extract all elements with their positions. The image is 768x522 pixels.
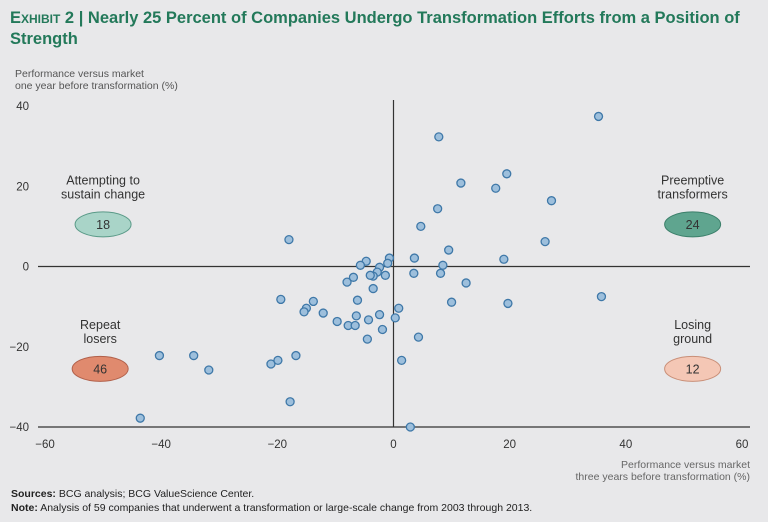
data-point: [308, 296, 318, 307]
footer-notes: Sources: BCG analysis; BCG ValueScience …: [11, 487, 532, 515]
data-point: [503, 298, 513, 309]
data-point: [332, 316, 342, 327]
quadrant-label: Repeat: [80, 318, 121, 332]
quadrant-count-badge: [71, 355, 129, 382]
data-point: [189, 350, 199, 361]
data-point: [396, 355, 407, 366]
quadrant-count-badge: [664, 355, 722, 382]
y-axis-label-line: one year before transformation (%): [15, 80, 178, 92]
exhibit-label: Exhibit 2: [10, 9, 75, 27]
data-point: [350, 320, 360, 331]
data-point: [461, 278, 471, 288]
quadrant-count-badge: [74, 211, 132, 238]
quadrant-count: 18: [96, 218, 110, 232]
sources-text: BCG analysis; BCG ValueScience Center.: [58, 488, 255, 500]
data-point: [491, 183, 501, 193]
sources-label: Sources:: [11, 488, 56, 500]
x-tick-label: 40: [619, 439, 632, 451]
data-point: [154, 350, 165, 361]
y-tick-label: 0: [23, 262, 29, 274]
data-point: [409, 268, 419, 278]
data-point: [502, 169, 512, 179]
data-point: [374, 309, 385, 320]
y-tick-label: −20: [9, 342, 29, 354]
x-tick-label: 20: [503, 439, 516, 451]
quadrant-label: Preemptive: [661, 173, 724, 187]
data-point: [499, 254, 509, 264]
data-point: [377, 324, 388, 335]
note-label: Note:: [11, 502, 38, 514]
quadrant-label: Losing: [674, 318, 711, 332]
title-text: Nearly 25 Percent of Companies Undergo T…: [10, 9, 740, 48]
quadrant-count: 24: [686, 218, 700, 232]
data-point: [546, 196, 557, 206]
data-point: [276, 294, 286, 305]
data-point: [435, 268, 446, 278]
data-point: [318, 308, 328, 318]
data-point: [204, 365, 214, 375]
quadrant-count: 46: [93, 362, 107, 376]
data-point: [368, 283, 378, 294]
quadrant-label: transformers: [658, 187, 728, 201]
x-axis-label-line: three years before transformation (%): [575, 471, 751, 483]
x-tick-label: 0: [390, 439, 396, 451]
x-axis-label: Performance versus market three years be…: [576, 459, 751, 483]
x-tick-label: −60: [35, 439, 55, 451]
quadrant-label: ground: [673, 332, 712, 346]
data-point: [390, 313, 400, 323]
y-tick-label: 20: [16, 181, 29, 193]
data-point: [432, 204, 443, 214]
data-point: [456, 178, 466, 188]
quadrant-label: sustain change: [61, 187, 145, 201]
data-point: [284, 234, 294, 245]
quadrant-count-badge: [664, 211, 722, 238]
data-point: [596, 291, 607, 302]
data-point: [593, 111, 604, 122]
y-tick-label: −40: [9, 422, 29, 434]
data-point: [409, 253, 420, 263]
data-point: [362, 334, 373, 344]
data-point: [352, 295, 363, 305]
data-point: [291, 350, 301, 361]
data-point: [348, 272, 359, 282]
quadrant-count: 12: [686, 362, 700, 376]
data-point: [380, 270, 391, 280]
y-axis-label: Performance versus market one year befor…: [15, 68, 178, 92]
note-text: Analysis of 59 companies that underwent …: [40, 502, 533, 514]
data-point: [285, 397, 295, 407]
note-line: Note: Analysis of 59 companies that unde…: [11, 501, 532, 515]
y-tick-label: 40: [16, 101, 29, 113]
x-tick-label: −40: [151, 439, 171, 451]
data-point: [363, 315, 374, 325]
y-axis-label-line: Performance versus market: [15, 68, 144, 80]
x-axis-label-line: Performance versus market: [621, 459, 750, 471]
quadrant-label: losers: [84, 332, 117, 346]
data-point: [135, 413, 145, 423]
data-point: [413, 332, 424, 342]
quadrant-label: Attempting to: [66, 173, 140, 187]
data-point: [446, 297, 457, 307]
data-point: [394, 303, 404, 313]
x-tick-label: 60: [736, 439, 749, 451]
data-point: [299, 307, 309, 317]
data-point: [434, 132, 444, 142]
sources-line: Sources: BCG analysis; BCG ValueScience …: [11, 487, 532, 501]
data-point: [355, 260, 366, 270]
data-point: [365, 270, 375, 280]
x-tick-label: −20: [268, 439, 288, 451]
data-point: [266, 359, 276, 369]
data-point: [351, 311, 361, 321]
chart-title: Exhibit 2 | Nearly 25 Percent of Compani…: [10, 8, 760, 50]
data-point: [438, 260, 448, 270]
data-point: [273, 355, 283, 366]
data-point: [342, 277, 352, 287]
data-point: [405, 422, 415, 432]
data-point: [416, 221, 426, 232]
data-point: [383, 258, 393, 268]
title-separator: |: [78, 9, 84, 27]
data-point: [444, 245, 454, 255]
data-point: [540, 236, 550, 247]
